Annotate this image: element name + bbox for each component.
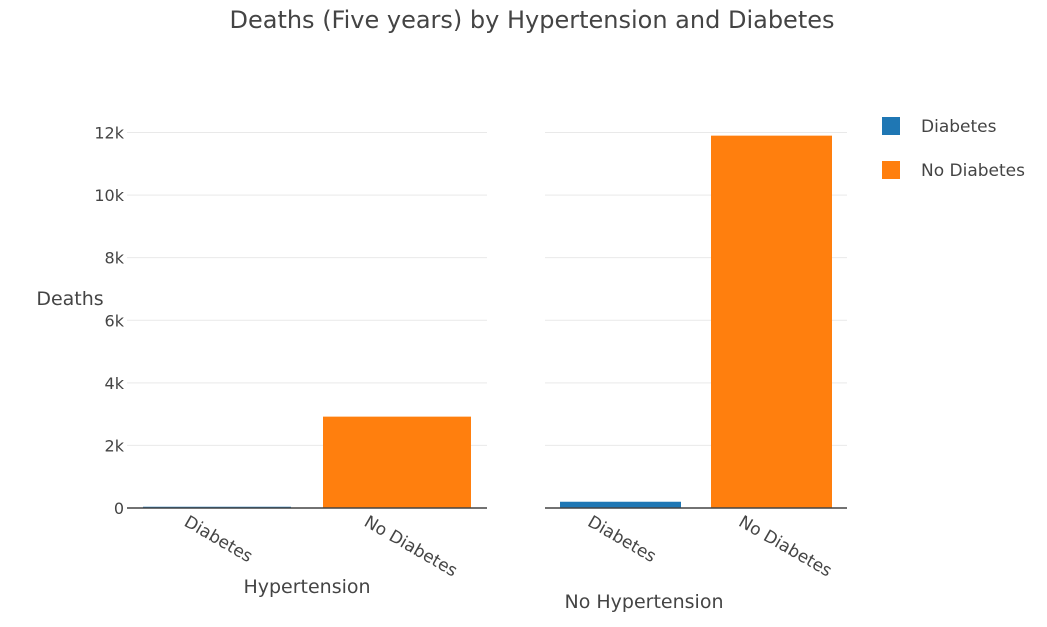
y-tick-label: 6k [105, 311, 125, 330]
bars-layer [143, 135, 832, 509]
y-tick-label: 12k [94, 124, 124, 143]
legend-label[interactable]: Diabetes [921, 117, 997, 137]
bar-no-hypertension-diabetes[interactable] [560, 501, 681, 508]
x-tick-label: Diabetes [584, 512, 659, 567]
legend-label[interactable]: No Diabetes [921, 161, 1025, 181]
y-tick-label: 8k [105, 249, 125, 268]
x-tick-label: Diabetes [181, 512, 256, 567]
y-tick-label: 4k [105, 374, 125, 393]
y-tick-label: 10k [94, 186, 124, 205]
legend: Diabetes No Diabetes [882, 117, 1025, 181]
bar-hypertension-no-diabetes[interactable] [323, 416, 471, 508]
x-axis-label: Hypertension [243, 576, 370, 598]
chart-title: Deaths (Five years) by Hypertension and … [229, 6, 834, 34]
legend-swatch[interactable] [882, 161, 900, 179]
y-axis-label: Deaths [36, 288, 103, 310]
x-axis-label: No Hypertension [565, 591, 724, 613]
y-tick-label: 2k [105, 436, 125, 455]
legend-swatch[interactable] [882, 117, 900, 135]
y-tick-label: 0 [114, 499, 124, 518]
x-tick-label: No Diabetes [361, 512, 461, 581]
x-tick-label: No Diabetes [735, 512, 835, 581]
bar-no-hypertension-no-diabetes[interactable] [711, 135, 832, 509]
